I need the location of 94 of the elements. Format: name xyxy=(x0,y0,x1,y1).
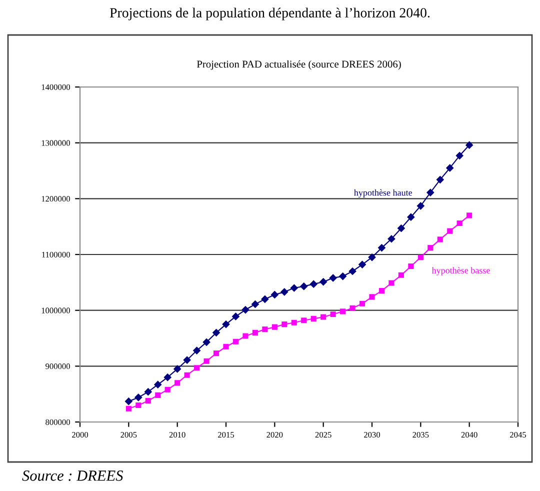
point xyxy=(232,338,239,344)
point xyxy=(136,402,142,408)
point xyxy=(348,268,356,275)
point xyxy=(242,333,248,339)
x-tick-label: 2045 xyxy=(510,432,526,438)
point xyxy=(282,322,288,328)
point xyxy=(446,164,454,172)
point xyxy=(339,272,346,280)
point xyxy=(134,394,142,402)
point xyxy=(271,291,278,298)
point xyxy=(291,320,297,326)
point xyxy=(183,356,191,364)
chart-subtitle: Projections de la population dépendante à l’horizon 2040. xyxy=(110,8,430,20)
point xyxy=(242,306,250,314)
y-tick-label: 800000 xyxy=(46,419,70,425)
x-tick-label: 2025 xyxy=(315,432,332,438)
point xyxy=(222,320,230,328)
y-tick-label: 900000 xyxy=(46,364,70,370)
point xyxy=(359,300,366,306)
point xyxy=(368,254,376,261)
point xyxy=(144,388,152,396)
point xyxy=(272,324,278,330)
point xyxy=(300,282,308,290)
point xyxy=(330,311,336,318)
point xyxy=(126,406,132,412)
point xyxy=(252,300,259,308)
x-tick-label: 2005 xyxy=(120,432,137,438)
point xyxy=(329,274,337,282)
point xyxy=(164,386,170,392)
point xyxy=(378,244,386,252)
point xyxy=(466,212,472,218)
point xyxy=(280,288,288,296)
point xyxy=(252,330,258,336)
x-tick-label: 2040 xyxy=(461,432,478,438)
point xyxy=(408,263,414,270)
x-tick-label: 2015 xyxy=(218,432,234,438)
x-tick-label: 2035 xyxy=(412,432,429,438)
point xyxy=(213,350,220,356)
point xyxy=(358,260,366,268)
point xyxy=(417,202,424,210)
point xyxy=(154,380,162,388)
point xyxy=(310,316,316,322)
x-tick-label: 2020 xyxy=(266,432,283,438)
point xyxy=(398,272,404,278)
point xyxy=(262,326,268,332)
point xyxy=(426,188,434,196)
point xyxy=(223,344,229,350)
point xyxy=(155,392,161,398)
point xyxy=(184,372,190,378)
point xyxy=(320,278,327,286)
point xyxy=(466,141,473,149)
point xyxy=(174,365,181,373)
point xyxy=(204,358,210,364)
point xyxy=(418,254,424,260)
y-tick-label: 1200000 xyxy=(42,196,70,202)
point xyxy=(398,224,405,232)
series-label: hypothèse basse xyxy=(432,267,490,276)
y-tick-label: 1300000 xyxy=(42,140,70,146)
point xyxy=(320,314,326,320)
source-note: Source : DREES xyxy=(22,470,123,481)
x-tick-label: 2030 xyxy=(364,432,380,438)
point xyxy=(301,318,307,324)
point xyxy=(202,338,210,346)
chart-title: Projection PAD actualisée (source DREES 2006) xyxy=(196,60,401,70)
y-tick-label: 1100000 xyxy=(42,252,70,258)
point xyxy=(388,280,394,286)
point xyxy=(378,288,385,294)
point xyxy=(261,296,269,303)
y-tick-label: 1000000 xyxy=(42,308,70,314)
point xyxy=(350,305,356,311)
point xyxy=(145,398,151,404)
series-label: hypothèse haute xyxy=(354,189,412,198)
point xyxy=(456,152,464,160)
point xyxy=(193,346,200,354)
point xyxy=(388,235,396,243)
point xyxy=(436,176,444,184)
x-tick-label: 2000 xyxy=(72,432,88,438)
point xyxy=(437,236,443,242)
point xyxy=(407,213,415,221)
point xyxy=(232,312,240,320)
point xyxy=(447,228,453,234)
point xyxy=(164,374,172,381)
point xyxy=(194,365,200,371)
point xyxy=(340,308,346,314)
point xyxy=(290,284,298,292)
point xyxy=(212,329,220,336)
point xyxy=(428,245,434,251)
point xyxy=(174,380,180,386)
point xyxy=(369,294,375,300)
point xyxy=(310,280,318,288)
x-tick-label: 2010 xyxy=(169,432,186,438)
point xyxy=(456,220,462,226)
point xyxy=(125,398,132,405)
y-tick-label: 1400000 xyxy=(42,84,70,90)
